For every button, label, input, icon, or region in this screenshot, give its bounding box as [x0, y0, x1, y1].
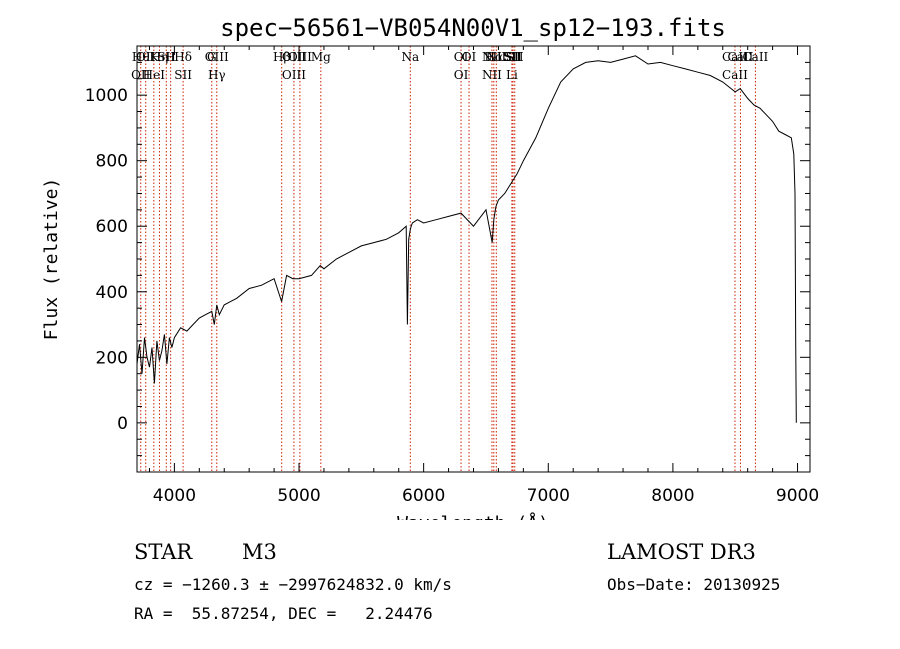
- line-label: Hδ: [174, 50, 192, 64]
- line-label: SII: [174, 68, 192, 82]
- x-tick-label: 9000: [776, 486, 819, 506]
- line-markers: [140, 46, 756, 472]
- x-axis: 4000 5000 6000 7000 8000 9000: [148, 46, 819, 506]
- line-label: Hα: [485, 50, 504, 64]
- line-label: Mg: [311, 50, 331, 64]
- line-label: NII: [482, 50, 502, 64]
- line-label: Hβ: [273, 50, 290, 64]
- line-label: OIII: [205, 50, 229, 64]
- object-subclass: M3: [242, 540, 277, 564]
- survey-name: LAMOST DR3: [607, 540, 756, 564]
- line-label: Hθ: [132, 50, 150, 64]
- line-label: OII: [131, 68, 151, 82]
- line-label: SII: [157, 50, 175, 64]
- y-tick-label: 0: [117, 414, 128, 434]
- line-label: CaII: [722, 68, 748, 82]
- y-axis-label: Flux (relative): [41, 178, 62, 341]
- line-label: Hη: [151, 50, 169, 64]
- x-tick-label: 6000: [402, 486, 445, 506]
- ra-dec-coordinates: RA = 55.87254, DEC = 2.24476: [134, 604, 433, 623]
- chart-title: spec−56561−VB054N00V1_sp12−193.fits: [220, 14, 726, 42]
- line-label: K: [149, 50, 159, 64]
- line-label: OI: [454, 68, 469, 82]
- line-label: Na: [401, 50, 419, 64]
- line-label: SII: [504, 50, 522, 64]
- x-tick-label: 5000: [277, 486, 320, 506]
- y-tick-label: 400: [96, 283, 128, 303]
- spectrum-chart: HθOIIOIIKHeIHηSIIHHδSIIGOIIIHγHβOIIIOIII…: [41, 14, 819, 520]
- y-axis: 0 200 400 600 800 1000: [85, 61, 810, 457]
- line-label: OII: [136, 50, 156, 64]
- y-tick-label: 800: [96, 152, 128, 172]
- line-label: Li: [506, 68, 518, 82]
- redshift-cz: cz = −1260.3 ± −2997624832.0 km/s: [134, 575, 452, 594]
- line-label: OIII: [288, 50, 312, 64]
- line-label: G: [207, 50, 217, 64]
- x-axis-label: Wavelength (Å): [397, 512, 549, 520]
- line-label: CaII: [728, 50, 754, 64]
- observation-date: Obs−Date: 20130925: [607, 575, 781, 594]
- y-tick-label: 200: [96, 348, 128, 368]
- line-label: OIII: [282, 68, 306, 82]
- x-tick-label: 4000: [153, 486, 196, 506]
- line-label: OIII: [282, 50, 306, 64]
- plot-frame: [136, 45, 811, 473]
- line-label: NII: [486, 50, 506, 64]
- line-label: HeI: [143, 68, 166, 82]
- y-tick-label: 600: [96, 217, 128, 237]
- spectrum-line: [136, 55, 797, 423]
- line-labels: HθOIIOIIKHeIHηSIIHHδSIIGOIIIHγHβOIIIOIII…: [131, 50, 768, 82]
- line-label: SII: [503, 50, 521, 64]
- line-label: SII: [506, 50, 524, 64]
- line-label: CaII: [742, 50, 768, 64]
- line-label: OI: [462, 50, 477, 64]
- line-label: NII: [482, 68, 502, 82]
- line-label: H: [165, 50, 175, 64]
- x-tick-label: 7000: [527, 486, 570, 506]
- line-label: Hγ: [208, 68, 226, 82]
- x-tick-label: 8000: [651, 486, 694, 506]
- object-class: STAR: [134, 540, 193, 564]
- line-label: CaII: [722, 50, 748, 64]
- line-label: OI: [454, 50, 469, 64]
- y-tick-label: 1000: [85, 86, 128, 106]
